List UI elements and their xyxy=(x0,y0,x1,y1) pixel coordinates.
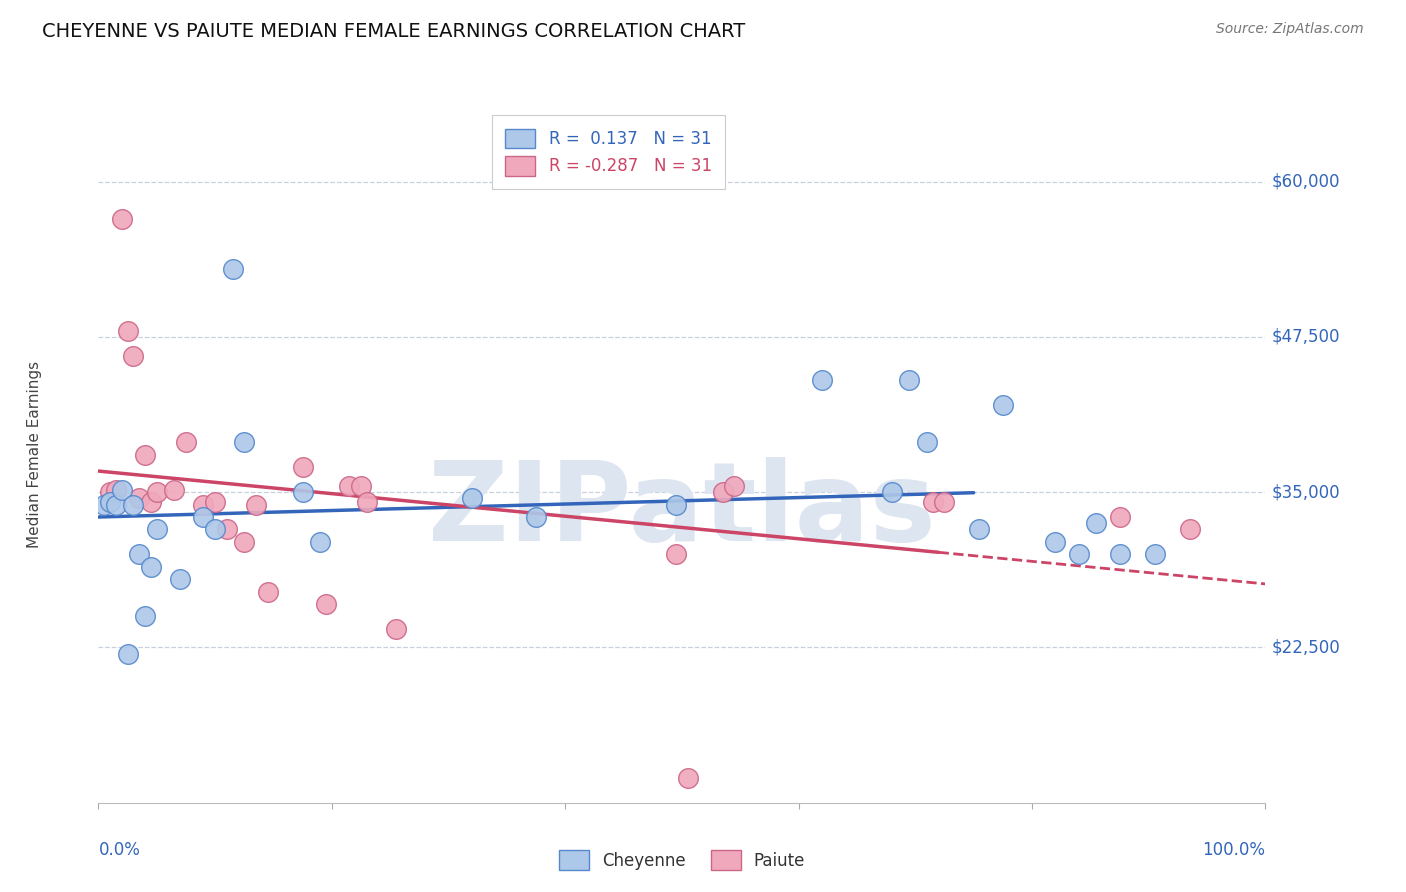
Point xyxy=(215,523,238,537)
Point xyxy=(356,495,378,509)
Point xyxy=(139,495,162,509)
Point xyxy=(128,491,150,506)
Point xyxy=(969,523,991,537)
Point xyxy=(723,479,745,493)
Point xyxy=(1067,547,1090,561)
Point xyxy=(139,559,162,574)
Point xyxy=(291,485,314,500)
Text: 0.0%: 0.0% xyxy=(98,841,141,859)
Point xyxy=(122,349,145,363)
Point xyxy=(122,498,145,512)
Point xyxy=(233,435,256,450)
Point xyxy=(128,547,150,561)
Point xyxy=(461,491,484,506)
Text: Source: ZipAtlas.com: Source: ZipAtlas.com xyxy=(1216,22,1364,37)
Point xyxy=(1143,547,1166,561)
Point xyxy=(193,498,215,512)
Point xyxy=(676,771,699,785)
Point xyxy=(337,479,360,493)
Point xyxy=(524,510,547,524)
Point xyxy=(1085,516,1108,531)
Point xyxy=(93,498,115,512)
Point xyxy=(104,483,127,497)
Point xyxy=(221,261,243,276)
Point xyxy=(1108,510,1130,524)
Point xyxy=(1108,547,1130,561)
Point xyxy=(146,523,169,537)
Point xyxy=(711,485,734,500)
Point xyxy=(169,572,191,586)
Point xyxy=(811,373,834,387)
Point xyxy=(245,498,267,512)
Point xyxy=(665,498,688,512)
Point xyxy=(111,211,134,226)
Point xyxy=(163,483,186,497)
Point xyxy=(291,460,314,475)
Point xyxy=(1178,523,1201,537)
Point xyxy=(315,597,337,611)
Point xyxy=(350,479,373,493)
Point xyxy=(146,485,169,500)
Point xyxy=(98,495,121,509)
Point xyxy=(193,510,215,524)
Text: $47,500: $47,500 xyxy=(1271,328,1340,346)
Text: ZIPatlas: ZIPatlas xyxy=(427,457,936,564)
Text: CHEYENNE VS PAIUTE MEDIAN FEMALE EARNINGS CORRELATION CHART: CHEYENNE VS PAIUTE MEDIAN FEMALE EARNING… xyxy=(42,22,745,41)
Point xyxy=(117,324,139,338)
Point xyxy=(111,483,134,497)
Legend: Cheyenne, Paiute: Cheyenne, Paiute xyxy=(550,842,814,878)
Point xyxy=(921,495,943,509)
Point xyxy=(233,534,256,549)
Point xyxy=(174,435,197,450)
Point xyxy=(309,534,332,549)
Point xyxy=(98,485,121,500)
Text: $22,500: $22,500 xyxy=(1271,639,1340,657)
Point xyxy=(256,584,278,599)
Point xyxy=(915,435,938,450)
Point xyxy=(880,485,903,500)
Text: $35,000: $35,000 xyxy=(1271,483,1340,501)
Text: 100.0%: 100.0% xyxy=(1202,841,1265,859)
Point xyxy=(934,495,956,509)
Text: Median Female Earnings: Median Female Earnings xyxy=(27,361,42,549)
Point xyxy=(665,547,688,561)
Point xyxy=(134,609,156,624)
Point xyxy=(134,448,156,462)
Point xyxy=(385,622,408,636)
Point xyxy=(104,498,127,512)
Text: $60,000: $60,000 xyxy=(1271,172,1340,191)
Point xyxy=(991,398,1014,412)
Point xyxy=(1045,534,1067,549)
Point xyxy=(117,647,139,661)
Point xyxy=(204,495,226,509)
Point xyxy=(898,373,921,387)
Point xyxy=(204,523,226,537)
